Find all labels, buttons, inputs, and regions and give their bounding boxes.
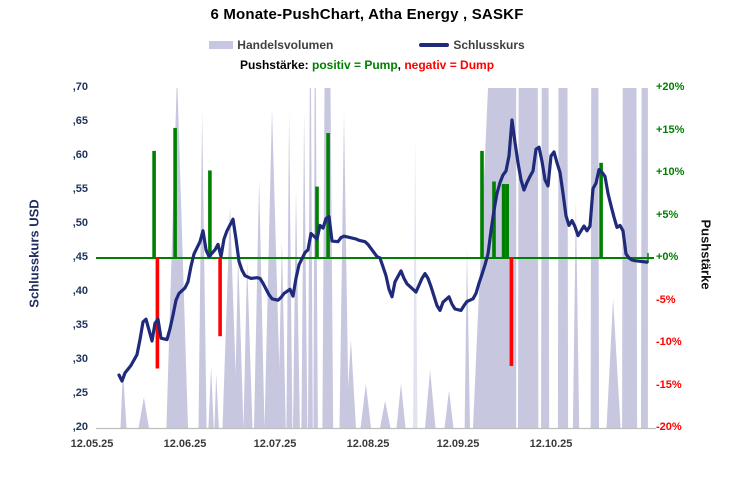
close-line-swatch-icon <box>419 43 450 47</box>
push-tick-label: +20% <box>656 81 685 93</box>
volume-spike <box>413 135 418 428</box>
volume-spike <box>339 111 349 429</box>
pump-bar <box>480 150 484 258</box>
volume-spike <box>425 370 436 428</box>
volume-spike <box>198 111 207 429</box>
volume-spike <box>572 200 580 428</box>
pump-bar <box>599 162 603 258</box>
price-tick-label: ,50 <box>72 217 88 229</box>
pump-bar <box>326 133 330 258</box>
volume-spike <box>264 108 281 429</box>
subtitle-prefix: Pushstärke: <box>239 58 312 72</box>
legend-item-close: Schlusskurs <box>419 38 525 52</box>
volume-spike <box>120 370 127 428</box>
volume-spike <box>234 254 244 428</box>
volume-spike <box>243 261 253 428</box>
volume-spike <box>222 207 238 428</box>
volume-spike <box>214 373 219 428</box>
chart-legend: Handelsvolumen Schlusskurs <box>0 38 734 52</box>
price-tick-label: ,30 <box>72 353 88 365</box>
push-tick-label: -15% <box>656 378 682 391</box>
subtitle-pump: positiv = Pump <box>311 58 398 72</box>
dump-bar <box>509 258 514 366</box>
subtitle-dump: negativ = Dump <box>404 58 495 72</box>
pump-bar <box>315 186 319 258</box>
subtitle-comma: , <box>397 58 405 72</box>
volume-spike <box>286 111 293 429</box>
date-tick-label: 12.05.25 <box>70 438 114 450</box>
push-tick-label: -10% <box>656 336 682 348</box>
date-tick-label: 12.06.25 <box>163 438 207 450</box>
pump-bar <box>501 184 506 258</box>
volume-swatch-icon <box>209 41 234 49</box>
price-tick-label: ,55 <box>72 183 88 195</box>
date-tick-label: 12.07.25 <box>253 438 297 450</box>
volume-spike <box>278 241 286 428</box>
price-tick-label: ,45 <box>72 251 88 263</box>
price-tick-label: ,35 <box>72 319 88 331</box>
volume-spike <box>464 247 470 428</box>
date-tick-label: 12.10.25 <box>529 438 573 450</box>
dump-bar <box>155 258 160 369</box>
volume-spike <box>254 179 265 428</box>
push-tick-label: +15% <box>656 123 685 136</box>
push-subtitle: Pushstärke: positiv = Pump, negativ = Du… <box>0 58 734 72</box>
push-tick-label: -20% <box>656 421 682 433</box>
push-tick-label: +10% <box>656 166 685 178</box>
volume-spike <box>396 383 406 428</box>
price-tick-label: ,25 <box>72 387 88 399</box>
close-price-line <box>117 118 649 383</box>
date-tick-label: 12.09.25 <box>436 438 480 450</box>
push-tick-label: -5% <box>656 293 676 306</box>
volume-spike <box>380 400 391 428</box>
pump-bar <box>152 150 156 258</box>
pump-bar <box>173 127 177 258</box>
price-tick-label: ,60 <box>72 149 88 161</box>
volume-spike <box>138 397 149 428</box>
legend-volume-label: Handelsvolumen <box>237 38 334 52</box>
dump-bar <box>218 258 222 337</box>
volume-spike <box>208 366 214 428</box>
pump-bar <box>208 170 212 258</box>
volume-spike <box>293 190 300 428</box>
page-title: 6 Monate-PushChart, Atha Energy , SASKF <box>210 6 524 23</box>
price-tick-label: ,65 <box>72 115 88 127</box>
volume-spike <box>444 390 454 428</box>
price-tick-label: ,40 <box>72 285 88 297</box>
date-tick-label: 12.08.25 <box>346 438 390 450</box>
volume-spike <box>606 298 621 428</box>
pump-bar <box>505 184 509 258</box>
push-tick-label: +0% <box>656 251 679 263</box>
volume-spike <box>345 339 356 428</box>
push-tick-label: +5% <box>656 208 679 221</box>
legend-item-volume: Handelsvolumen <box>209 38 333 52</box>
volume-spike <box>360 383 371 428</box>
price-tick-label: ,20 <box>72 421 88 433</box>
volume-spike <box>301 111 308 429</box>
legend-close-label: Schlusskurs <box>453 38 525 52</box>
price-tick-label: ,70 <box>72 81 88 93</box>
